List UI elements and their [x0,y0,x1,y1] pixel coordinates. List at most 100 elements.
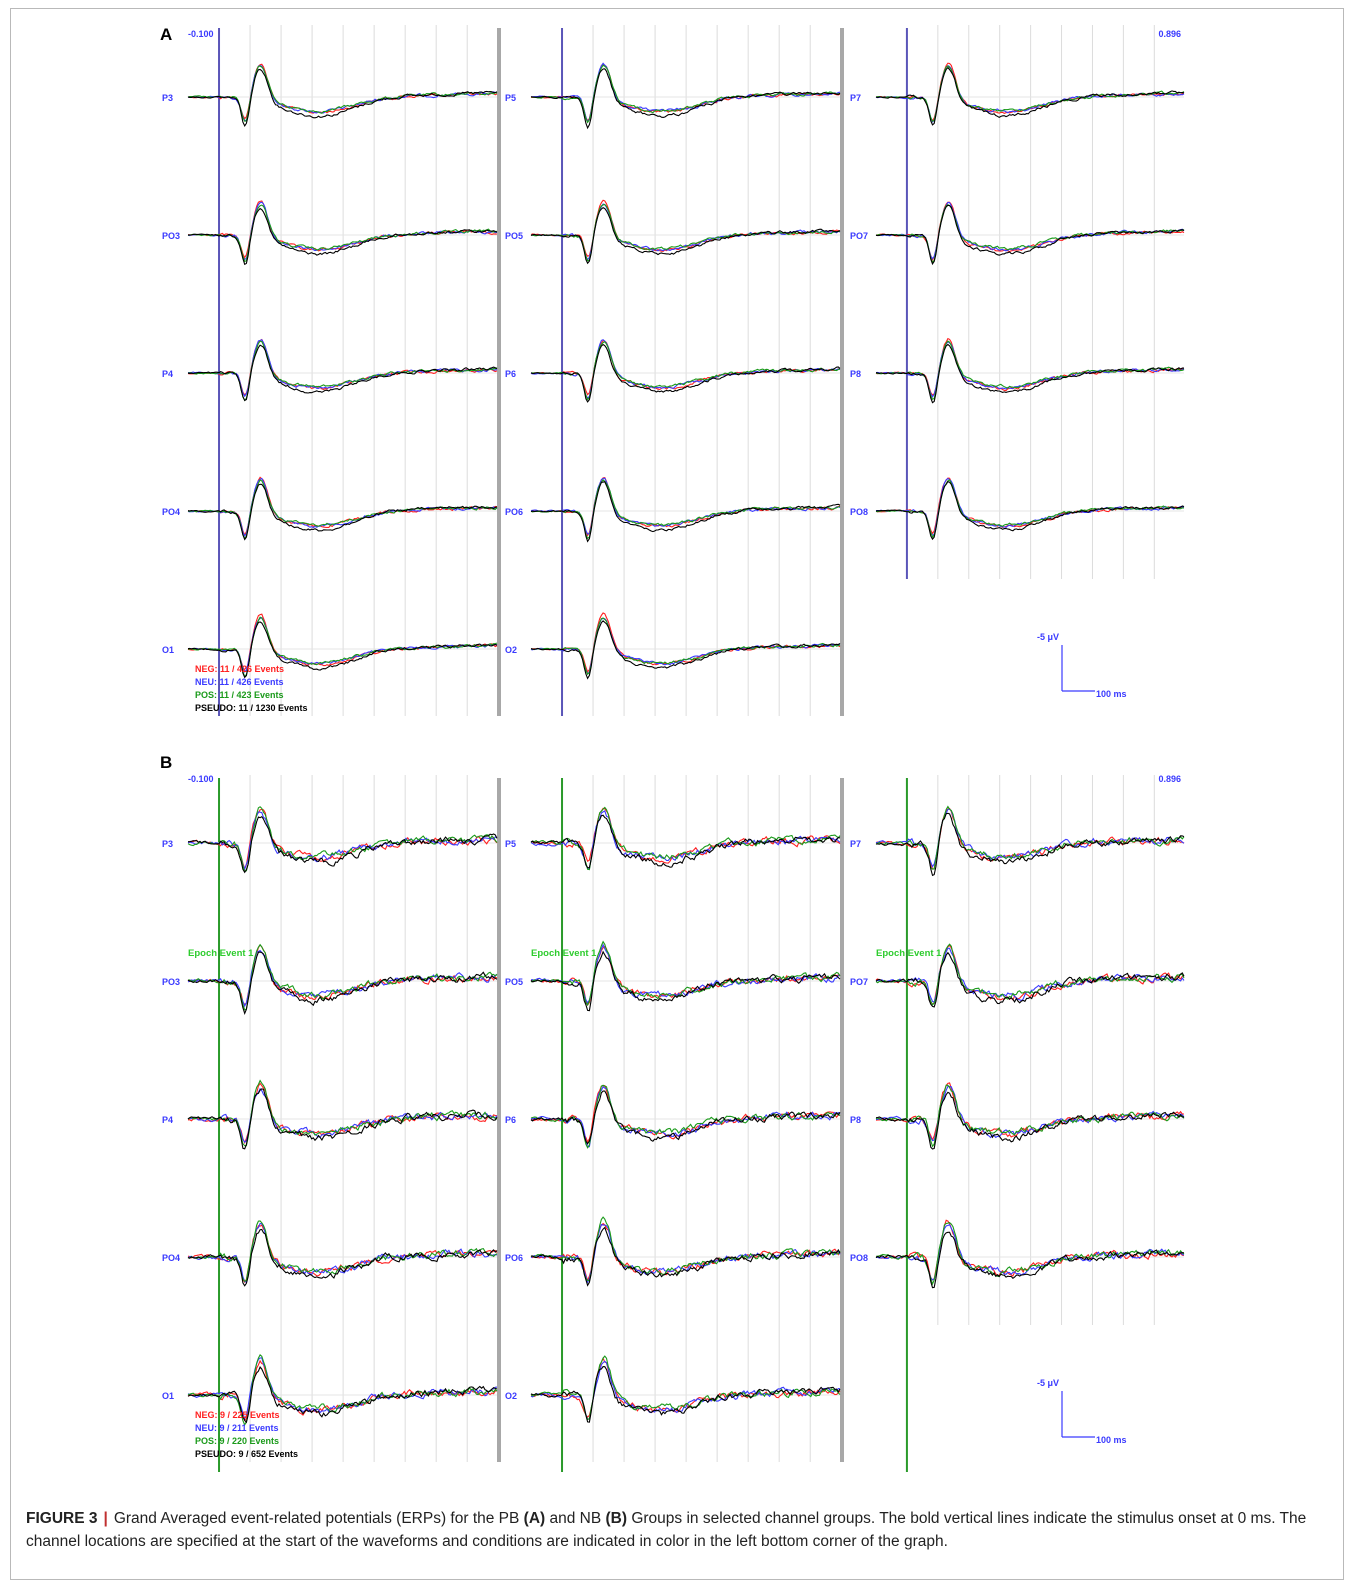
legend-neu: NEU: 11 / 426 Events [195,677,284,687]
waveform-pseudo [875,480,1185,541]
waveform-neg [875,1219,1185,1281]
time-end-label: 0.896 [1158,29,1181,39]
waveform-pseudo [187,68,498,128]
channel-po8: PO8 [850,1219,1185,1289]
channel-label: PO8 [850,507,868,517]
channel-label: PO6 [505,1253,523,1263]
waveform-neu [875,1085,1185,1142]
channel-label: P3 [162,93,173,103]
channel-p3: P3 [162,806,498,874]
channel-label: P7 [850,839,861,849]
channel-label: PO7 [850,977,868,987]
channel-label: P5 [505,93,516,103]
channel-o1: O1 [162,1354,498,1427]
channel-po5: PO5 [505,199,841,265]
channel-p3: P3 [162,63,498,128]
channel-o2: O2 [505,612,841,680]
channel-o2: O2 [505,1355,841,1423]
epoch-event-label: Epoch Event 1 [876,948,942,959]
waveform-pos [875,479,1184,539]
channel-p6: P6 [505,1084,841,1149]
waveform-neu [530,477,841,535]
channel-label: P8 [850,369,861,379]
channel-p4: P4 [162,338,498,402]
waveform-pseudo [875,204,1185,266]
time-start-label: -0.100 [188,29,214,39]
scale-bar: -5 μV 100 ms [1037,632,1127,699]
panel-b: B -0.100 Epoch Event 1 P3 PO3 P4 PO4 O1 NEG: 9 /… [160,753,1185,1472]
channel-label: PO5 [505,231,523,241]
channel-o1: O1 [162,613,498,679]
channel-po3: PO3 [162,943,498,1015]
waveform-neg [530,807,841,864]
channel-label: PO8 [850,1253,868,1263]
channel-label: PO3 [162,231,180,241]
channel-po6: PO6 [505,1216,841,1287]
channel-p8: P8 [850,337,1185,404]
legend-neg: NEG: 11 / 426 Events [195,664,284,674]
waveform-pseudo [530,1366,841,1423]
panel-a-column-1: -0.100 P3 PO3 P4 PO4 O1 NEG: 11 / 426 Events NE… [162,25,501,716]
channel-po7: PO7 [850,943,1185,1008]
caption-label: FIGURE 3 [26,1510,98,1527]
channel-p7: P7 [850,805,1185,877]
waveform-pos [530,64,841,124]
channel-label: PO7 [850,231,868,241]
channel-label: PO5 [505,977,523,987]
waveform-pseudo [187,1088,498,1150]
scale-bar-time-label: 100 ms [1096,689,1127,699]
panel-b-column-2: Epoch Event 1 P5 PO5 P6 PO6 O2 [505,775,844,1472]
channel-p7: P7 [850,62,1185,126]
waveform-pos [530,204,841,262]
channel-label: P4 [162,369,173,379]
waveform-pos [875,65,1185,122]
caption-text-3: Groups in selected channel groups. The b… [26,1510,1307,1550]
channel-label: P6 [505,369,516,379]
waveform-pos [187,204,498,263]
waveform-pseudo [187,621,498,679]
waveform-neu [530,339,841,399]
waveform-neg [530,340,841,396]
waveform-pos [530,1216,841,1282]
scale-bar-amplitude-label: -5 μV [1037,632,1059,642]
channel-label: PO3 [162,977,180,987]
time-start-label: -0.100 [188,774,214,784]
caption-text-1: Grand Averaged event-related potentials … [113,1510,524,1527]
waveform-neg [875,1082,1185,1142]
waveform-pos [530,478,841,540]
waveform-pseudo [187,483,498,541]
panel-b-column-1: -0.100 Epoch Event 1 P3 PO3 P4 PO4 O1 NEG: 9 / … [162,774,501,1472]
time-end-label: 0.896 [1158,774,1181,784]
legend-pos: POS: 9 / 220 Events [195,1436,279,1446]
channel-label: PO4 [162,1253,180,1263]
waveform-pseudo [188,207,498,266]
waveform-pseudo [530,620,841,680]
channel-label: O2 [505,1391,517,1401]
waveform-pseudo [530,481,841,543]
legend-neg: NEG: 9 / 225 Events [195,1410,280,1420]
panel-label: A [160,25,172,44]
waveform-pos [530,617,841,676]
figure-caption: FIGURE 3 | Grand Averaged event-related po… [26,1507,1326,1553]
waveform-pseudo [530,1226,841,1287]
panel-a-column-2: P5 PO5 P6 PO6 O2 [505,25,844,716]
channel-label: O2 [505,645,517,655]
waveform-neu [875,341,1185,398]
panel-a-column-3: 0.896 P7 PO7 P8 PO8 -5 μV 100 ms [850,25,1185,699]
waveform-pseudo [187,1228,498,1287]
epoch-event-label: Epoch Event 1 [531,948,597,959]
waveform-pos [875,340,1185,401]
waveform-pseudo [875,812,1185,877]
waveform-pseudo [530,1090,841,1145]
scale-bar-amplitude-label: -5 μV [1037,1378,1059,1388]
waveform-neu [875,477,1185,536]
waveform-pos [875,805,1185,870]
waveform-neg [875,477,1185,535]
waveform-pseudo [187,1366,498,1424]
waveform-pseudo [875,951,1185,1008]
channel-label: P6 [505,1115,516,1125]
waveform-pos [187,1354,498,1427]
channel-label: P3 [162,839,173,849]
channel-label: P7 [850,93,861,103]
caption-ref-a: (A) [523,1510,546,1527]
